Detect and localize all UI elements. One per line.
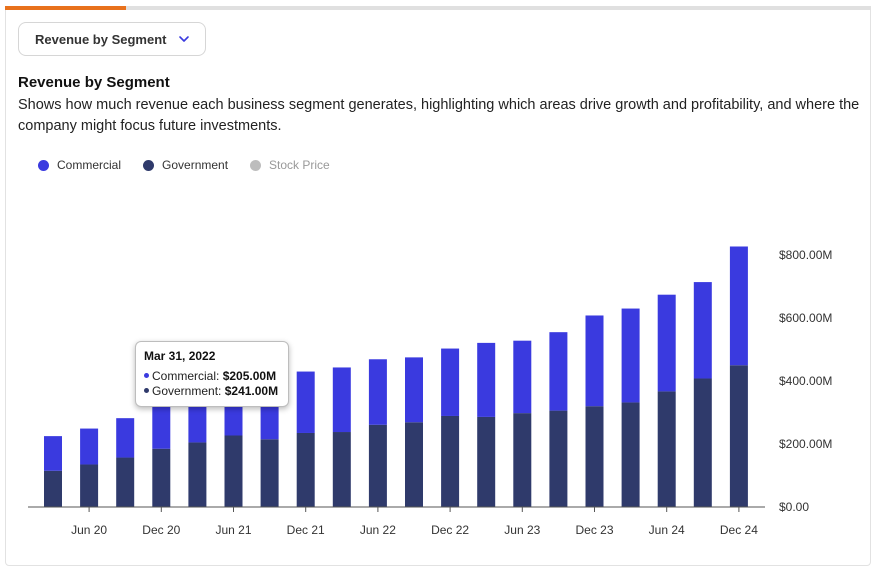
bar-government-12 <box>477 416 496 507</box>
bar-commercial-3 <box>152 405 171 449</box>
legend-dot-government <box>143 159 155 171</box>
legend-label-government: Government <box>162 158 229 172</box>
bar-commercial-12 <box>477 342 496 417</box>
x-tick-label-2: Jun 21 <box>215 523 251 537</box>
x-tick-label-5: Dec 22 <box>431 523 469 537</box>
tooltip-bullet-commercial <box>144 373 149 379</box>
bar-commercial-18 <box>693 282 712 379</box>
x-tick-label-3: Dec 21 <box>287 523 325 537</box>
x-tick-label-8: Jun 24 <box>649 523 685 537</box>
chart-card <box>5 6 871 566</box>
chart-description: Shows how much revenue each business seg… <box>18 97 860 134</box>
bar-government-0 <box>44 470 62 507</box>
bar-government-3 <box>152 448 171 507</box>
bar-government-19 <box>729 365 748 507</box>
bar-commercial-17 <box>657 294 676 392</box>
metric-dropdown-label: Revenue by Segment <box>35 31 167 47</box>
chart-legend: Commercial Government Stock Price <box>38 158 330 172</box>
bar-government-5 <box>224 435 243 507</box>
x-tick-label-4: Jun 22 <box>360 523 396 537</box>
x-tick-label-7: Dec 23 <box>575 523 613 537</box>
chevron-down-icon <box>179 36 189 42</box>
bar-commercial-1 <box>80 428 99 465</box>
bar-government-18 <box>693 378 712 507</box>
y-tick-label-2: $400.00M <box>779 374 832 388</box>
tooltip-row-commercial: Commercial: $205.00M <box>144 369 280 384</box>
bar-commercial-10 <box>405 357 423 423</box>
bar-government-16 <box>621 402 640 507</box>
bar-government-10 <box>405 422 423 507</box>
bar-commercial-13 <box>513 340 532 414</box>
tooltip-bullet-government <box>144 388 149 394</box>
legend-item-government[interactable]: Government <box>143 158 228 172</box>
chart-tooltip: Mar 31, 2022 Commercial: $205.00M Govern… <box>135 341 289 407</box>
bar-commercial-11 <box>441 348 460 416</box>
progress-bar <box>5 6 871 10</box>
tooltip-label-commercial: Commercial: <box>152 369 220 383</box>
y-tick-label-4: $800.00M <box>779 248 832 262</box>
bar-commercial-9 <box>368 359 387 425</box>
y-tick-label-0: $0.00 <box>779 500 809 514</box>
legend-dot-commercial <box>38 159 49 171</box>
bar-government-13 <box>513 413 532 507</box>
legend-label-commercial: Commercial <box>57 158 122 172</box>
bar-commercial-0 <box>44 436 62 471</box>
x-tick-label-9: Dec 24 <box>720 523 758 537</box>
legend-dot-stock-price <box>250 159 262 171</box>
chart-title: Revenue by Segment <box>18 74 170 91</box>
tooltip-value-commercial: $205.00M <box>222 369 277 383</box>
bar-government-4 <box>188 442 207 507</box>
legend-label-stock-price: Stock Price <box>269 158 330 172</box>
bar-government-8 <box>332 432 351 507</box>
metric-dropdown[interactable]: Revenue by Segment <box>18 22 206 56</box>
bar-government-15 <box>585 406 604 507</box>
tooltip-row-government: Government: $241.00M <box>144 384 280 399</box>
bar-government-1 <box>80 464 99 507</box>
legend-item-stock-price[interactable]: Stock Price <box>250 158 330 172</box>
bar-commercial-8 <box>332 367 351 433</box>
tooltip-label-government: Government: <box>152 384 222 398</box>
y-tick-label-3: $600.00M <box>779 311 832 325</box>
progress-bar-fill <box>5 6 127 10</box>
bar-government-6 <box>260 439 279 507</box>
y-tick-label-1: $200.00M <box>779 437 832 451</box>
tooltip-date: Mar 31, 2022 <box>144 349 216 363</box>
bar-commercial-16 <box>621 308 640 403</box>
x-tick-label-6: Jun 23 <box>504 523 540 537</box>
bar-government-2 <box>116 457 135 507</box>
bar-commercial-15 <box>585 315 604 407</box>
bar-government-11 <box>441 415 460 507</box>
bar-commercial-14 <box>549 332 568 411</box>
bar-government-14 <box>549 410 568 507</box>
tooltip-value-government: $241.00M <box>224 384 279 398</box>
x-tick-label-0: Jun 20 <box>71 523 107 537</box>
bar-government-17 <box>657 391 676 507</box>
revenue-bar-chart: Jun 20 Dec 20 Jun 21 Dec 21 Jun 22 Dec 22 Jun … <box>28 246 832 537</box>
bar-commercial-7 <box>296 371 315 433</box>
bar-government-7 <box>296 432 315 507</box>
bar-government-9 <box>368 424 387 507</box>
bar-commercial-2 <box>116 418 135 458</box>
bar-commercial-19 <box>729 246 748 366</box>
x-tick-label-1: Dec 20 <box>142 523 180 537</box>
legend-item-commercial[interactable]: Commercial <box>38 158 121 172</box>
